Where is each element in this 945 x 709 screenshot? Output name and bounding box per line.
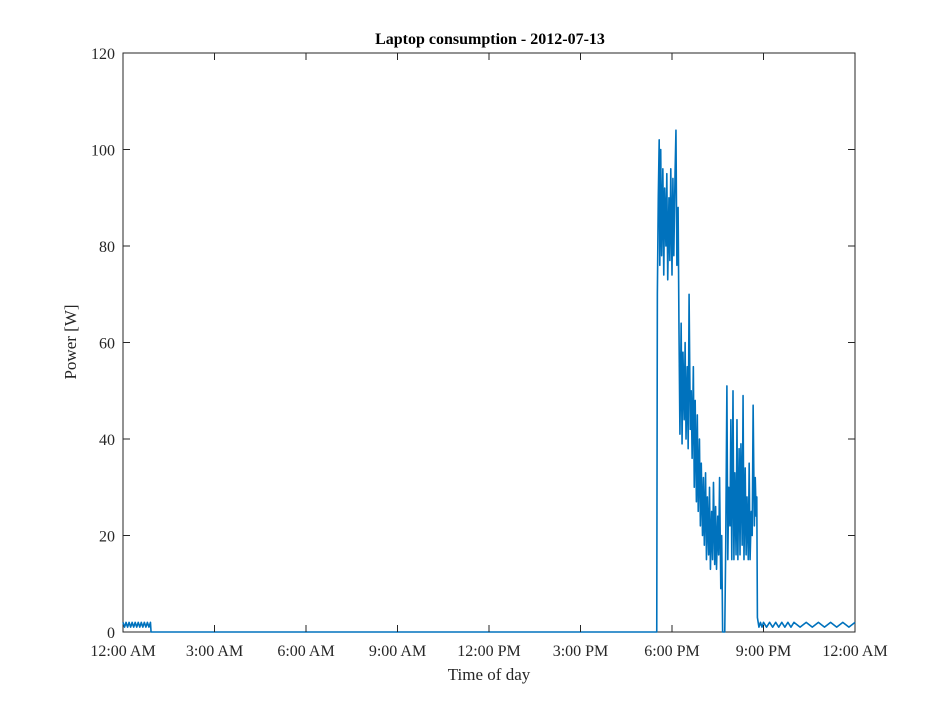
x-tick-label: 9:00 PM: [736, 643, 792, 660]
x-tick-label: 12:00 PM: [457, 643, 521, 660]
y-tick-label: 100: [91, 143, 115, 160]
y-tick-label: 60: [99, 336, 115, 353]
x-tick-label: 12:00 AM: [90, 643, 155, 660]
x-tick-label: 6:00 PM: [644, 643, 700, 660]
x-axis-label: Time of day: [448, 665, 531, 684]
y-tick-label: 40: [99, 432, 115, 449]
y-tick-label: 0: [107, 625, 115, 642]
series-line-0: [122, 129, 856, 633]
y-axis: 0 20 40 60 80 100 120: [91, 46, 855, 642]
chart-title: Laptop consumption - 2012-07-13: [375, 31, 605, 48]
y-axis-label: Power [W]: [61, 304, 80, 379]
x-tick-label: 3:00 AM: [186, 643, 243, 660]
plot-area: [122, 52, 856, 633]
y-tick-label: 20: [99, 529, 115, 546]
x-tick-label: 6:00 AM: [277, 643, 334, 660]
y-tick-label: 120: [91, 46, 115, 63]
y-tick-label: 80: [99, 239, 115, 256]
x-axis: 12:00 AM 3:00 AM 6:00 AM 9:00 AM 12:00 PM 3:0…: [90, 53, 888, 660]
x-tick-label: 3:00 PM: [553, 643, 609, 660]
x-tick-label: 9:00 AM: [369, 643, 426, 660]
series-layer: [122, 129, 856, 633]
x-tick-label: 12:00 AM: [822, 643, 887, 660]
